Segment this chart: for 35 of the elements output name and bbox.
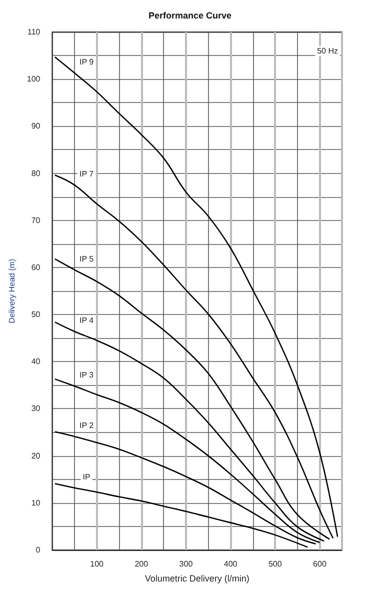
y-tick-label: 10 — [31, 498, 41, 508]
y-tick-label: 80 — [31, 168, 41, 178]
series-label: IP 2 — [79, 421, 94, 430]
y-tick-label: 20 — [31, 451, 41, 460]
x-tick-label: 500 — [268, 560, 282, 568]
series-label: IP — [82, 472, 90, 482]
series-label: IP 5 — [79, 254, 94, 264]
series-label: IP 9 — [79, 57, 94, 66]
line-series — [54, 378, 320, 544]
y-tick-label: 40 — [31, 357, 41, 366]
y-tick-label: 70 — [31, 216, 41, 225]
line-series — [54, 321, 325, 542]
series-label: IP 3 — [79, 370, 94, 380]
series-label: IP 4 — [79, 316, 94, 325]
y-tick-label: 100 — [26, 74, 41, 84]
y-axis-title: Delivery Head (m) — [8, 258, 16, 324]
x-tick-label: 600 — [313, 560, 327, 568]
y-tick-label: 0 — [36, 546, 41, 554]
line-series — [54, 56, 338, 538]
y-tick-label: 90 — [31, 122, 41, 131]
y-tick-label: 30 — [31, 404, 41, 414]
chart-title: Performance Curve — [148, 10, 232, 20]
annotation: 50 Hz — [317, 46, 338, 56]
y-tick-label: 110 — [27, 28, 41, 36]
y-tick-label: 60 — [31, 262, 41, 272]
x-tick-label: 300 — [179, 560, 194, 568]
line-series — [54, 482, 308, 548]
series-label: IP 7 — [79, 170, 94, 179]
x-tick-label: 100 — [90, 560, 104, 568]
x-tick-label: 200 — [134, 560, 149, 568]
line-series — [54, 258, 330, 540]
y-tick-label: 50 — [31, 310, 41, 320]
x-tick-label: 400 — [224, 560, 238, 568]
x-axis-title: Volumetric Delivery (l/min) — [144, 574, 250, 584]
line-series — [54, 174, 334, 539]
